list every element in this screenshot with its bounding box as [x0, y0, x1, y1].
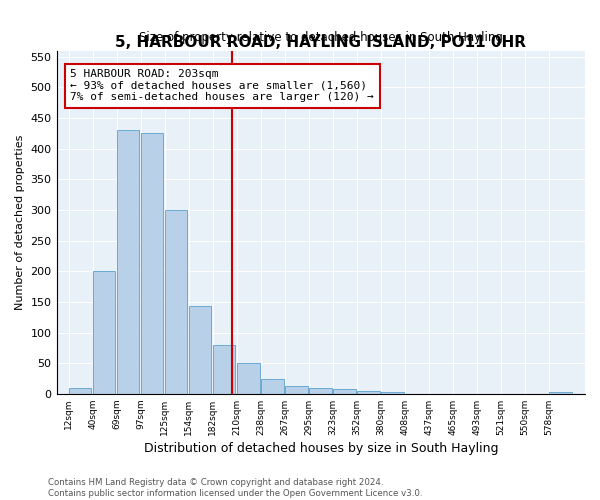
- Bar: [333, 389, 356, 394]
- Text: Contains HM Land Registry data © Crown copyright and database right 2024.
Contai: Contains HM Land Registry data © Crown c…: [48, 478, 422, 498]
- Text: Size of property relative to detached houses in South Hayling: Size of property relative to detached ho…: [139, 31, 503, 44]
- Bar: [116, 130, 139, 394]
- Bar: [309, 388, 332, 394]
- Bar: [68, 388, 91, 394]
- Y-axis label: Number of detached properties: Number of detached properties: [15, 134, 25, 310]
- Bar: [164, 210, 187, 394]
- Bar: [92, 272, 115, 394]
- Bar: [357, 391, 380, 394]
- X-axis label: Distribution of detached houses by size in South Hayling: Distribution of detached houses by size …: [143, 442, 498, 455]
- Bar: [285, 386, 308, 394]
- Text: 5 HARBOUR ROAD: 203sqm
← 93% of detached houses are smaller (1,560)
7% of semi-d: 5 HARBOUR ROAD: 203sqm ← 93% of detached…: [70, 69, 374, 102]
- Bar: [381, 392, 404, 394]
- Bar: [236, 363, 260, 394]
- Bar: [549, 392, 572, 394]
- Bar: [212, 345, 235, 394]
- Bar: [188, 306, 211, 394]
- Title: 5, HARBOUR ROAD, HAYLING ISLAND, PO11 0HR: 5, HARBOUR ROAD, HAYLING ISLAND, PO11 0H…: [115, 34, 526, 50]
- Bar: [261, 378, 284, 394]
- Bar: [140, 134, 163, 394]
